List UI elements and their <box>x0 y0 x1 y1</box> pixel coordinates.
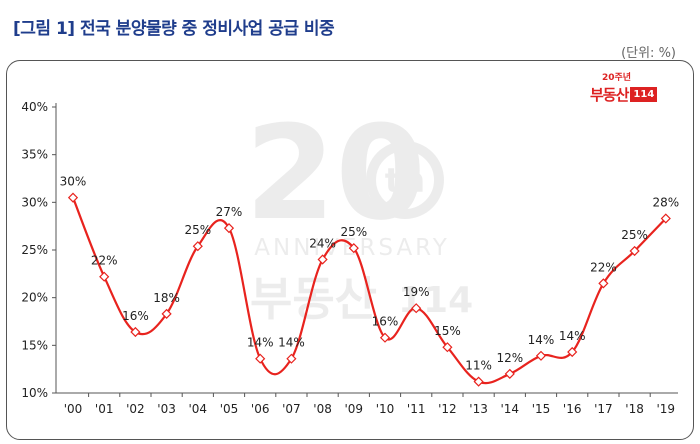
logo-brand-text: 부동산 <box>590 86 629 104</box>
data-point <box>223 223 235 234</box>
y-tick-label: 40% <box>21 100 48 114</box>
data-label: 12% <box>496 351 523 365</box>
x-tick-label: '05 <box>220 402 239 416</box>
axes: 10% 15% 20% 25% 30% 35% 40% '00 '01 '02 '03 '04 '05 '… <box>21 100 678 416</box>
x-tick-label: '13 <box>469 402 488 416</box>
watermark-circle <box>366 141 444 219</box>
y-tick-label: 35% <box>21 148 48 162</box>
data-point <box>348 243 359 254</box>
data-point <box>442 342 453 353</box>
x-tick-label: '11 <box>407 402 426 416</box>
x-tick-label: '14 <box>501 402 520 416</box>
data-point <box>317 254 328 265</box>
y-tick-label: 15% <box>21 338 48 352</box>
unit-label: (단위: %) <box>621 46 676 61</box>
x-tick-label: '19 <box>657 402 676 416</box>
data-point <box>660 213 671 224</box>
data-label: 14% <box>278 336 305 350</box>
data-label: 25% <box>621 228 648 242</box>
y-tick-label: 25% <box>21 243 48 257</box>
y-tick-label: 10% <box>21 386 48 400</box>
x-tick-label: '16 <box>563 402 582 416</box>
data-label: 14% <box>528 333 555 347</box>
x-tick-label: '07 <box>282 402 301 416</box>
x-tick-label: '18 <box>625 402 644 416</box>
x-tick-label: '01 <box>95 402 114 416</box>
data-point <box>379 332 391 343</box>
data-point <box>130 326 141 338</box>
data-labels: 30% 22% 16% 18% 25% 27% 14% 14% 24% 25% 16% 19% 15% 1… <box>60 175 679 373</box>
data-point <box>255 353 266 364</box>
data-label: 16% <box>122 309 149 323</box>
x-tick-label: '08 <box>313 402 332 416</box>
data-label: 27% <box>216 205 243 219</box>
data-point <box>286 353 297 364</box>
x-tick-label: '09 <box>345 402 364 416</box>
data-label: 18% <box>153 291 180 305</box>
data-point <box>67 192 79 203</box>
x-tick-label: '12 <box>438 402 457 416</box>
data-label: 25% <box>184 223 211 237</box>
x-tick-label: '00 <box>64 402 83 416</box>
data-label: 28% <box>652 196 679 210</box>
data-label: 24% <box>309 237 336 251</box>
watermark-superscript: th <box>385 161 425 201</box>
data-point <box>161 308 172 319</box>
watermark-brand: 부동산 <box>250 272 377 326</box>
x-tick-label: '15 <box>532 402 551 416</box>
x-tick-label: '02 <box>126 402 145 416</box>
data-label: 19% <box>403 285 430 299</box>
watermark-brand-number: 114 <box>398 280 473 321</box>
series-line-group <box>67 192 671 387</box>
y-tick-label: 30% <box>21 195 48 209</box>
data-point <box>473 376 484 387</box>
data-label: 22% <box>590 260 617 274</box>
x-tick-label: '17 <box>594 402 613 416</box>
logo-anniversary-text: 20주년 <box>602 73 632 83</box>
data-label: 14% <box>247 336 274 350</box>
data-point <box>535 350 547 361</box>
y-tick-label: 20% <box>21 291 48 305</box>
data-label: 15% <box>434 324 461 338</box>
data-point <box>567 346 578 358</box>
data-point <box>411 303 422 314</box>
data-point <box>99 271 110 282</box>
watermark-number: 20 <box>245 97 426 249</box>
data-label: 14% <box>559 329 586 343</box>
data-point <box>504 368 515 379</box>
data-label: 16% <box>372 315 399 329</box>
watermark: 20 th ANNIVERSARY 부동산 114 <box>245 97 473 326</box>
x-tick-label: '06 <box>251 402 270 416</box>
logo-main: 부동산 114 <box>590 84 658 105</box>
chart-frame <box>6 60 694 440</box>
x-tick-label: '03 <box>157 402 176 416</box>
data-label: 30% <box>60 175 87 189</box>
chart-title: [그림 1] 전국 분양물량 중 정비사업 공급 비중 <box>13 19 335 39</box>
brand-logo: 20주년 부동산 114 <box>590 73 658 105</box>
data-point <box>629 245 640 257</box>
x-tick-label: '10 <box>376 402 395 416</box>
data-point <box>192 241 203 252</box>
data-label: 22% <box>91 254 118 268</box>
data-point <box>598 278 609 289</box>
data-label: 11% <box>465 359 492 373</box>
data-label: 25% <box>340 225 367 239</box>
x-tick-label: '04 <box>189 402 208 416</box>
logo-number-badge: 114 <box>630 87 658 102</box>
